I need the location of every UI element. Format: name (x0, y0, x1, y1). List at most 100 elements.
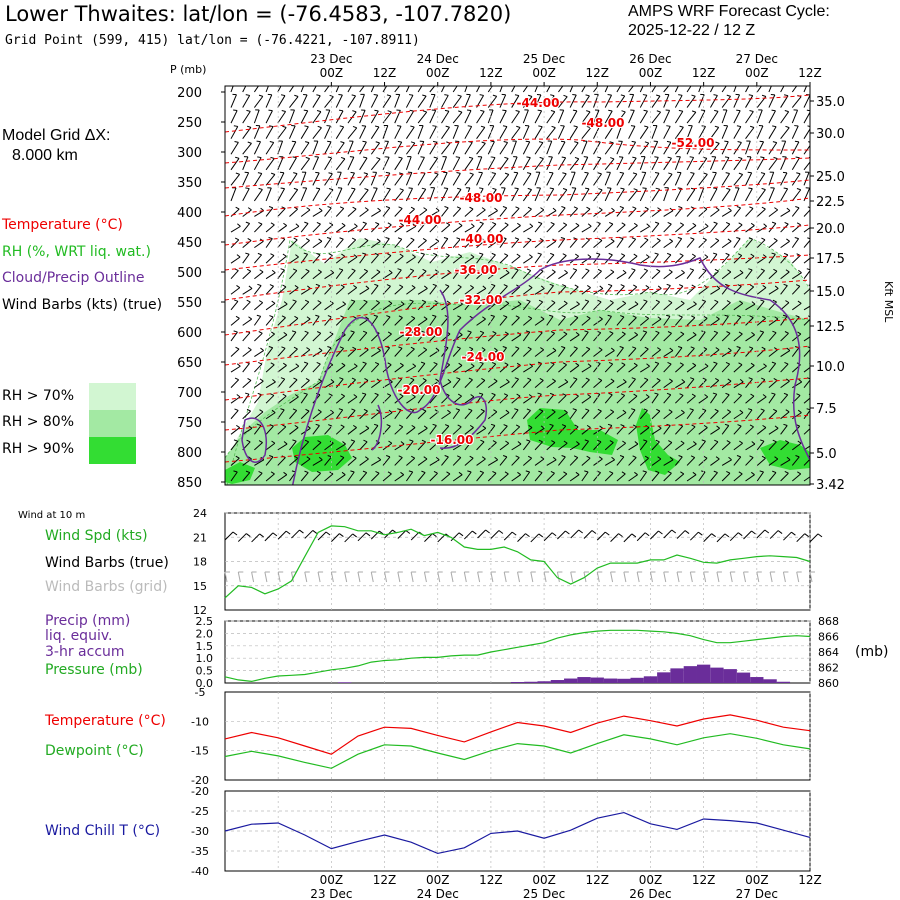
wind-barb-true-feather (458, 532, 464, 537)
wind-barb-feather (677, 236, 682, 240)
wind-barb-feather (388, 300, 393, 304)
wind-barb (546, 223, 555, 233)
pressure-tick-label: 350 (177, 176, 202, 191)
wind-barb-feather (457, 393, 462, 397)
wind-barb (710, 111, 719, 124)
wind-barb-feather (386, 94, 391, 97)
wind-barb (558, 333, 568, 342)
wind-barb (441, 86, 445, 93)
wind-barb-feather (796, 393, 801, 396)
wind-barb (780, 472, 789, 482)
wind-barb-feather (316, 110, 322, 113)
wind-barb-feather (587, 394, 592, 398)
wind-barb (242, 332, 251, 342)
wind-barb-feather (303, 392, 308, 395)
wind-barb-feather (762, 424, 767, 428)
precip-bar (617, 678, 631, 683)
wind-barb-feather (295, 254, 299, 258)
wind-barb (487, 332, 497, 342)
wind-barb (534, 240, 544, 248)
wind-barb (382, 156, 390, 171)
page-title: Lower Thwaites: lat/lon = (-76.4583, -10… (5, 2, 512, 26)
wind-barb-feather (258, 79, 262, 80)
wind-barb-feather (785, 125, 790, 129)
wind-barb-feather (761, 346, 766, 350)
wind-barb-feather (655, 187, 660, 190)
dewpoint-panel-label: Dewpoint (°C) (45, 743, 144, 759)
wind-barb (312, 210, 323, 217)
wind-barb (639, 126, 649, 139)
wind-barb (487, 157, 496, 171)
wind-barb (324, 224, 334, 233)
wind-barb-feather (433, 361, 438, 365)
wind-barb-feather (772, 125, 777, 128)
wind-barb (359, 472, 368, 482)
pressure-tick-label-right: 864 (818, 646, 839, 659)
wind-barb-feather (633, 80, 637, 81)
wind-barb (242, 143, 252, 155)
wind-barb-grid (796, 571, 800, 583)
wind-barb-feather (608, 109, 613, 112)
wind-barb-feather (455, 156, 460, 158)
wind-barb-feather (783, 423, 788, 427)
wind-barb (359, 441, 368, 451)
wind-barb-feather (283, 222, 287, 226)
wind-barb (628, 141, 637, 155)
wind-barb-feather (726, 300, 731, 304)
wind-barb-feather (363, 268, 368, 272)
height-tick-label: 30.0 (816, 127, 845, 142)
wind-barb-feather (292, 156, 297, 159)
wind-barb-feather (235, 455, 240, 459)
wind-barb-feather (304, 299, 310, 303)
wind-barb-feather (727, 378, 732, 382)
wind-barb (324, 333, 334, 342)
wind-barb-feather (503, 315, 508, 318)
wind-barb-feather (388, 409, 393, 414)
wind-barb-feather (586, 315, 591, 319)
wind-barb (289, 270, 298, 280)
wind-barb-true-feather (817, 533, 823, 538)
wind-barb (686, 317, 696, 326)
wind-barb (265, 456, 274, 466)
wind-barb (628, 365, 638, 373)
wind-barb-feather (433, 471, 438, 474)
wind-barb (780, 127, 790, 139)
wind-barb (569, 110, 578, 124)
wind-barb (581, 300, 590, 311)
wind-barb (791, 189, 802, 202)
wind-barb (382, 224, 392, 233)
wind-barb-feather (584, 171, 589, 174)
wind-barb (359, 349, 369, 357)
wind-barb-feather (587, 223, 592, 227)
wind-barb (768, 209, 779, 217)
wind-barb (464, 348, 474, 357)
wind-barb-feather (786, 456, 791, 461)
wind-barb (406, 396, 416, 404)
wind-barb (324, 456, 332, 466)
wind-barb (604, 158, 615, 171)
wind-barb-feather (702, 268, 707, 272)
wind-barb-feather (479, 361, 484, 364)
wind-barb-feather (725, 172, 730, 174)
wind-barb-feather (703, 455, 708, 459)
wind-barb-true (264, 532, 274, 542)
wind-barb (487, 141, 495, 155)
wind-barb-feather (494, 456, 499, 461)
wind-barb (370, 158, 381, 171)
wind-barb-feather (235, 346, 240, 350)
wind-barb (394, 378, 403, 388)
wind-barb (639, 239, 649, 248)
wind-barb (452, 303, 463, 311)
wind-barb (768, 363, 777, 373)
wind-barb-feather (353, 363, 358, 367)
wind-barb-feather (619, 455, 624, 458)
isotherm-line (225, 94, 810, 133)
wind-barb-feather (269, 455, 274, 458)
wind-barb-feather (435, 238, 440, 242)
wind-barb (733, 302, 744, 311)
wind-barb (370, 394, 379, 404)
wind-barb-feather (350, 299, 356, 302)
wind-barb-true (650, 530, 659, 540)
forecast-cycle-label: AMPS WRF Forecast Cycle: (628, 3, 830, 20)
wind-barb (347, 208, 357, 217)
